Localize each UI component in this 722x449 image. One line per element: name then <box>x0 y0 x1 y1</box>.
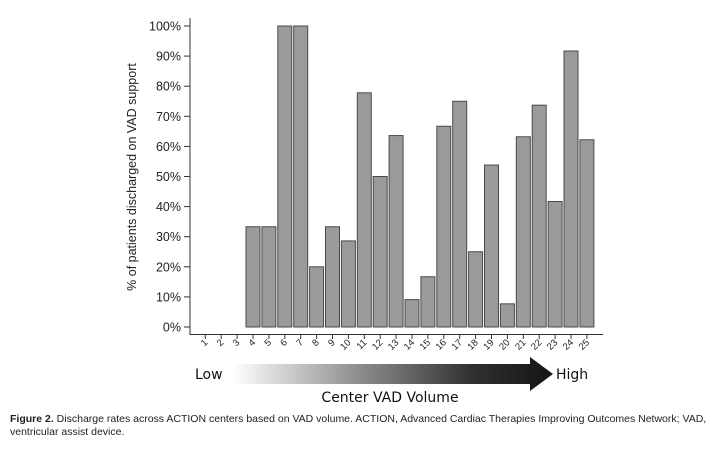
x-tick-label: 2 <box>215 337 227 349</box>
x-tick-label: 24 <box>561 337 576 352</box>
x-tick-label: 23 <box>545 337 560 352</box>
bar-center-24 <box>563 50 579 328</box>
x-tick-label: 15 <box>418 337 433 352</box>
bar-center-16 <box>436 125 452 328</box>
bar-center-13 <box>388 135 404 328</box>
bar-center-20 <box>499 303 515 328</box>
y-tick-label: 90% <box>156 50 181 64</box>
y-tick-label: 80% <box>156 80 181 94</box>
bar-center-10 <box>340 240 356 328</box>
bar-chart: % of patients discharged on VAD support … <box>125 18 603 406</box>
x-tick-label: 22 <box>529 337 544 352</box>
bar-center-9 <box>325 226 340 328</box>
y-tick-label: 0% <box>163 321 181 335</box>
y-tick-label: 70% <box>156 110 181 124</box>
bar-center-8 <box>309 266 325 328</box>
y-tick-label: 60% <box>156 140 181 154</box>
bar-center-25 <box>579 139 595 328</box>
volume-gradient-arrow <box>232 357 553 391</box>
bar-center-18 <box>468 251 484 328</box>
x-tick-label: 9 <box>326 337 338 349</box>
bar-center-19 <box>484 164 499 328</box>
x-tick-label: 10 <box>338 337 353 352</box>
bar-center-22 <box>531 104 547 328</box>
x-tick-label: 17 <box>450 337 465 352</box>
x-tick-label: 16 <box>434 337 449 352</box>
figure-caption-text: Discharge rates across ACTION centers ba… <box>10 413 707 438</box>
y-tick-label: 20% <box>156 260 181 274</box>
x-tick-label: 11 <box>355 337 370 352</box>
x-axis-title: Center VAD Volume <box>321 390 458 406</box>
arrow-low-label: Low <box>195 367 223 383</box>
x-tick-label: 3 <box>231 337 243 349</box>
arrow-high-label: High <box>556 367 588 383</box>
x-tick-label: 1 <box>199 337 211 349</box>
x-tick-label: 14 <box>402 337 417 352</box>
bar-center-15 <box>420 276 436 328</box>
y-tick-label: 10% <box>156 290 181 304</box>
x-tick-label: 20 <box>497 337 512 352</box>
x-tick-label: 5 <box>262 337 274 349</box>
x-tick-label: 21 <box>513 337 528 352</box>
bar-center-4 <box>245 226 261 328</box>
x-tick-label: 7 <box>294 337 306 349</box>
bar-center-17 <box>452 100 468 328</box>
figure-caption-label: Figure 2. <box>10 413 54 425</box>
x-tick-label: 13 <box>386 337 401 352</box>
bar-center-12 <box>372 176 388 328</box>
bar-center-23 <box>547 200 563 328</box>
x-tick-label: 4 <box>247 337 259 349</box>
figure-caption: Figure 2. Discharge rates across ACTION … <box>10 413 710 439</box>
y-tick-label: 50% <box>156 170 181 184</box>
bar-center-11 <box>356 92 372 328</box>
x-tick-label: 8 <box>310 337 322 349</box>
bar-center-6 <box>277 25 293 328</box>
bar-center-5 <box>261 226 277 328</box>
y-tick-label: 100% <box>149 20 181 34</box>
bar-center-14 <box>404 299 420 328</box>
bar-center-7 <box>293 25 309 328</box>
x-tick-label: 12 <box>370 337 385 352</box>
x-tick-label: 18 <box>465 337 480 352</box>
y-tick-label: 30% <box>156 230 181 244</box>
y-tick-label: 40% <box>156 200 181 214</box>
y-axis-title: % of patients discharged on VAD support <box>125 63 139 291</box>
x-tick-label: 6 <box>278 337 290 349</box>
x-tick-label: 19 <box>481 337 496 352</box>
bar-center-21 <box>515 136 531 328</box>
x-tick-label: 25 <box>577 337 592 352</box>
